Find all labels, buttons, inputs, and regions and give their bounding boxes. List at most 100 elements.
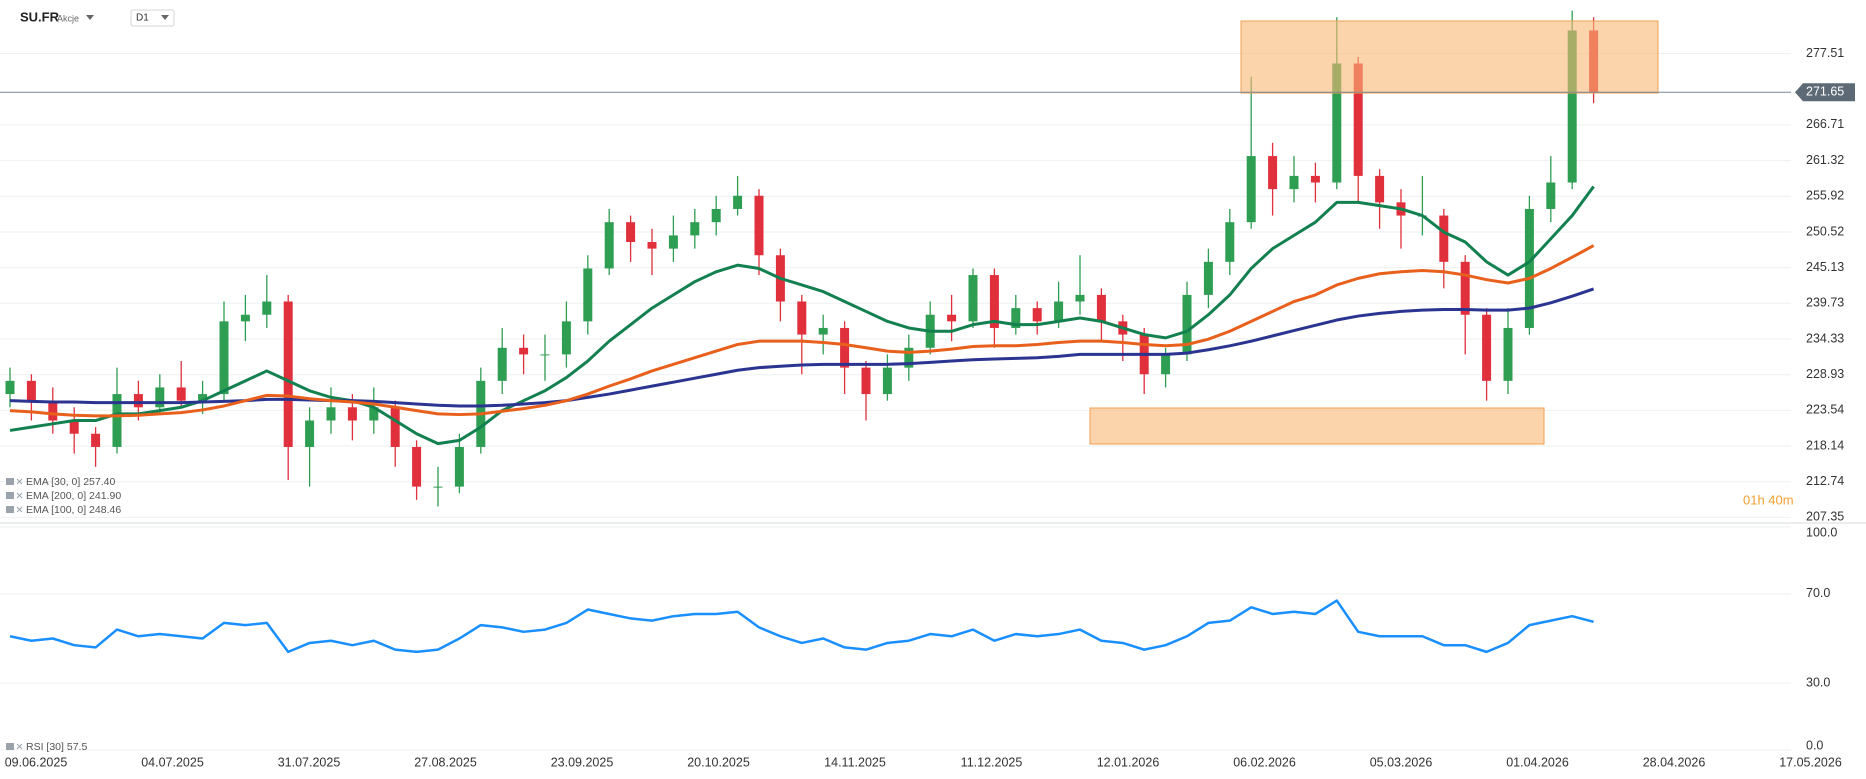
legend-value: 57.5	[67, 741, 88, 753]
candle-body	[1246, 156, 1256, 223]
y-tick-label: 70.0	[1806, 586, 1830, 600]
x-tick-label: 28.04.2026	[1643, 755, 1706, 769]
candle-body	[861, 367, 871, 395]
legend-value: 248.46	[89, 504, 121, 516]
legend-name: RSI [30]	[26, 741, 64, 753]
candle-body	[26, 380, 36, 401]
y-tick-label: 207.35	[1806, 510, 1844, 524]
candle-body	[818, 327, 828, 335]
candle-body	[1182, 294, 1192, 355]
y-tick-label: 234.33	[1806, 331, 1844, 345]
candle-body	[583, 268, 593, 322]
candle-body	[48, 400, 58, 421]
candle-body	[1353, 63, 1363, 176]
x-tick-label: 31.07.2025	[278, 755, 341, 769]
candle-body	[219, 321, 229, 395]
candle-body	[176, 387, 186, 401]
x-tick-label: 12.01.2026	[1097, 755, 1160, 769]
x-tick-label: 14.11.2025	[824, 755, 886, 769]
legend-remove	[16, 492, 23, 499]
x-tick-label: 01.04.2026	[1506, 755, 1569, 769]
interval-dropdown[interactable]	[161, 15, 169, 20]
candle-body	[1032, 308, 1042, 322]
legend-entry: EMA [30, 0] 257.40	[26, 476, 115, 488]
candle-body	[626, 222, 636, 243]
candle-body	[882, 367, 892, 395]
candle-body	[1332, 63, 1342, 183]
candle-body	[369, 407, 379, 421]
y-tick-label: 261.32	[1806, 153, 1844, 167]
candle-body	[647, 242, 657, 249]
legend-remove	[16, 743, 23, 750]
y-tick-label: 245.13	[1806, 260, 1844, 274]
countdown: 01h 40m	[1743, 492, 1794, 507]
candle-body	[989, 275, 999, 328]
x-tick-label: 27.08.2025	[414, 755, 477, 769]
candle-body	[1289, 175, 1299, 190]
candle-body	[69, 420, 79, 434]
ema-line	[9, 287, 1595, 408]
interval-box[interactable]	[130, 9, 175, 27]
y-tick-label: 30.0	[1806, 675, 1830, 689]
candle-body	[540, 354, 550, 356]
y-tick-label: 0.0	[1806, 738, 1823, 752]
symbol[interactable]: SU.FR	[20, 9, 60, 24]
legend-remove	[16, 478, 23, 485]
candle-body	[904, 347, 914, 368]
candle-body	[133, 394, 143, 408]
candle-body	[604, 222, 614, 269]
resistance-zone	[1240, 20, 1659, 94]
candle-body	[1524, 208, 1534, 328]
candle-body	[1503, 327, 1513, 381]
candle-body	[519, 347, 529, 355]
y-tick-label: 100.0	[1806, 525, 1837, 539]
x-tick-label: 20.10.2025	[687, 755, 750, 769]
legend-name: EMA [100, 0]	[26, 504, 86, 516]
candle-body	[283, 301, 293, 447]
candle-body	[1268, 156, 1278, 190]
candle-body	[1310, 175, 1320, 183]
candle-body	[1375, 175, 1385, 203]
candle-body	[947, 314, 957, 322]
legend-value: 241.90	[89, 490, 121, 502]
y-tick-label: 223.54	[1806, 403, 1844, 417]
y-tick-label: 212.74	[1806, 474, 1844, 488]
y-tick-label: 239.73	[1806, 296, 1844, 310]
y-tick-label: 255.92	[1806, 189, 1844, 203]
candle-body	[433, 486, 443, 488]
candle-body	[1054, 301, 1064, 322]
candle-body	[1075, 294, 1085, 302]
candle-body	[347, 407, 357, 421]
candle-body	[1439, 215, 1449, 262]
legend-remove	[16, 506, 23, 513]
legend-icon	[6, 492, 14, 499]
legend-name: EMA [30, 0]	[26, 476, 80, 488]
candle-body	[690, 222, 700, 236]
legend-name: EMA [200, 0]	[26, 490, 86, 502]
candle-body	[412, 446, 422, 487]
candle-body	[1161, 354, 1171, 375]
symbol-dropdown[interactable]	[86, 15, 94, 20]
legend-icon	[6, 506, 14, 513]
interval[interactable]: D1	[136, 13, 149, 24]
last-price-label: 271.65	[1806, 85, 1844, 99]
y-tick-label: 277.51	[1806, 46, 1844, 60]
y-tick-label: 250.52	[1806, 224, 1844, 238]
candle-body	[198, 394, 208, 401]
candle-body	[668, 235, 678, 249]
candle-body	[1203, 261, 1213, 295]
candle-body	[112, 394, 122, 447]
y-tick-label: 228.93	[1806, 367, 1844, 381]
x-tick-label: 23.09.2025	[551, 755, 614, 769]
candle-body	[262, 301, 272, 315]
y-tick-label: 218.14	[1806, 438, 1844, 452]
market: Akcje	[57, 13, 79, 23]
candle-body	[1011, 308, 1021, 328]
zones	[1089, 20, 1659, 445]
ema-line	[9, 244, 1595, 418]
legend-value: 257.40	[83, 476, 115, 488]
candle-body	[454, 446, 464, 487]
